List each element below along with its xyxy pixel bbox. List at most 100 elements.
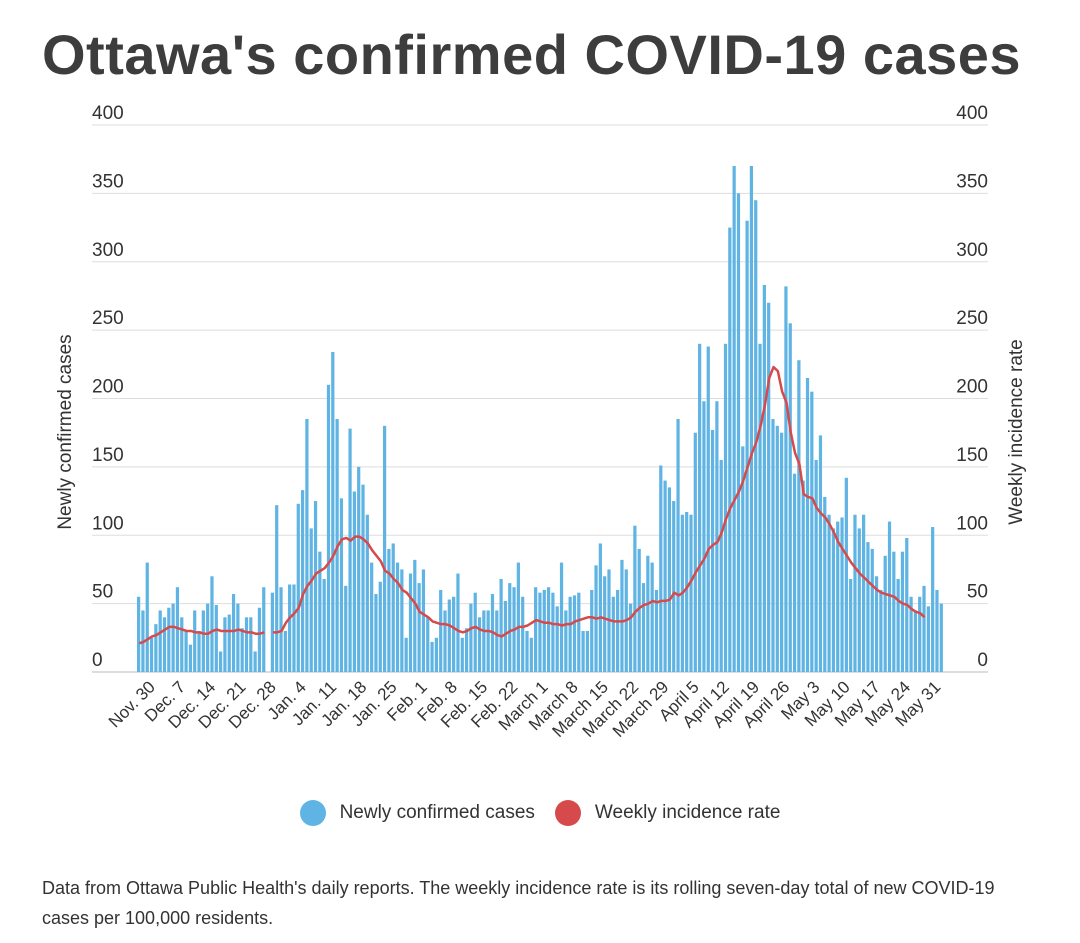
bar [365, 514, 369, 672]
bar [641, 583, 646, 672]
bar [926, 606, 930, 672]
bar [430, 641, 434, 672]
bar [732, 166, 736, 672]
bar [823, 496, 827, 672]
left-tick-label: 250 [92, 308, 124, 329]
bar [585, 630, 590, 672]
bar [408, 573, 413, 672]
bar [771, 419, 775, 672]
right-tick-label: 400 [956, 103, 988, 124]
right-tick-label: 350 [956, 171, 988, 192]
bar [918, 596, 922, 672]
bar [862, 514, 866, 672]
bar [348, 428, 352, 672]
bar [611, 596, 615, 672]
bar [434, 637, 438, 672]
legend-item-line[interactable]: Weekly incidence rate [554, 800, 780, 826]
left-tick-label: 350 [92, 171, 124, 192]
bar [257, 607, 262, 672]
left-tick-label: 100 [92, 513, 124, 534]
bar [469, 603, 473, 673]
right-tick-label: 150 [956, 445, 988, 466]
right-tick-label: 50 [967, 582, 988, 603]
bar [663, 480, 667, 672]
bar [240, 628, 244, 672]
bar [542, 589, 546, 672]
bar [495, 610, 499, 672]
bar [413, 559, 417, 672]
left-tick-label: 0 [92, 650, 103, 671]
bar [900, 551, 905, 672]
bar [883, 555, 887, 672]
bar [672, 501, 676, 672]
bar [650, 562, 654, 672]
legend: Newly confirmed cases Weekly incidence r… [0, 800, 1080, 826]
bar [564, 610, 568, 672]
bar [197, 630, 201, 672]
bar [909, 596, 913, 672]
bar [693, 432, 697, 672]
bar [508, 583, 512, 672]
bar [387, 548, 391, 672]
bar [892, 551, 896, 672]
bar [525, 630, 529, 672]
bar [231, 594, 236, 672]
bar [767, 302, 771, 672]
bar [887, 521, 892, 672]
bar [464, 628, 469, 672]
bar [188, 644, 193, 672]
bar [309, 528, 313, 672]
bar [283, 630, 287, 672]
bar [702, 401, 706, 672]
bar [676, 419, 680, 672]
bar [559, 562, 564, 672]
bar [836, 521, 840, 672]
bar [654, 589, 659, 672]
bar [452, 596, 456, 672]
bar [710, 429, 715, 672]
bar [879, 589, 883, 672]
bar [745, 220, 749, 673]
left-tick-label: 150 [92, 445, 124, 466]
bar [775, 425, 779, 672]
bar [344, 585, 348, 672]
bar [426, 617, 430, 672]
bar [715, 401, 719, 672]
bar [827, 514, 831, 672]
bar [736, 193, 741, 673]
right-tick-label: 300 [956, 240, 988, 261]
bar [443, 610, 447, 672]
chart-title: Ottawa's confirmed COVID-19 cases [42, 23, 1022, 86]
bar [849, 579, 853, 672]
bar [382, 425, 387, 672]
bar [874, 576, 879, 672]
bar [486, 610, 490, 672]
bar [331, 352, 335, 672]
bar [870, 548, 874, 672]
bar [357, 466, 361, 673]
bar [788, 323, 792, 672]
right-tick-label: 100 [956, 513, 988, 534]
bar [538, 592, 542, 672]
bar [180, 617, 184, 672]
bar [305, 419, 309, 672]
bar [236, 603, 240, 673]
bar [546, 587, 551, 672]
bar [814, 460, 818, 672]
legend-item-bars[interactable]: Newly confirmed cases [299, 800, 535, 826]
bar [685, 512, 689, 672]
bar [689, 514, 693, 672]
bar [249, 617, 253, 672]
bar [667, 487, 672, 672]
right-tick-label: 0 [977, 650, 988, 671]
left-tick-label: 400 [92, 103, 124, 124]
bar [137, 596, 141, 672]
bar [797, 360, 801, 672]
bar [719, 460, 723, 672]
bar [628, 603, 633, 673]
legend-swatch-red [554, 800, 581, 826]
bar [417, 583, 421, 672]
line-series-weekly-incidence-rate [138, 365, 926, 645]
bar [551, 592, 555, 672]
bar [503, 600, 508, 672]
